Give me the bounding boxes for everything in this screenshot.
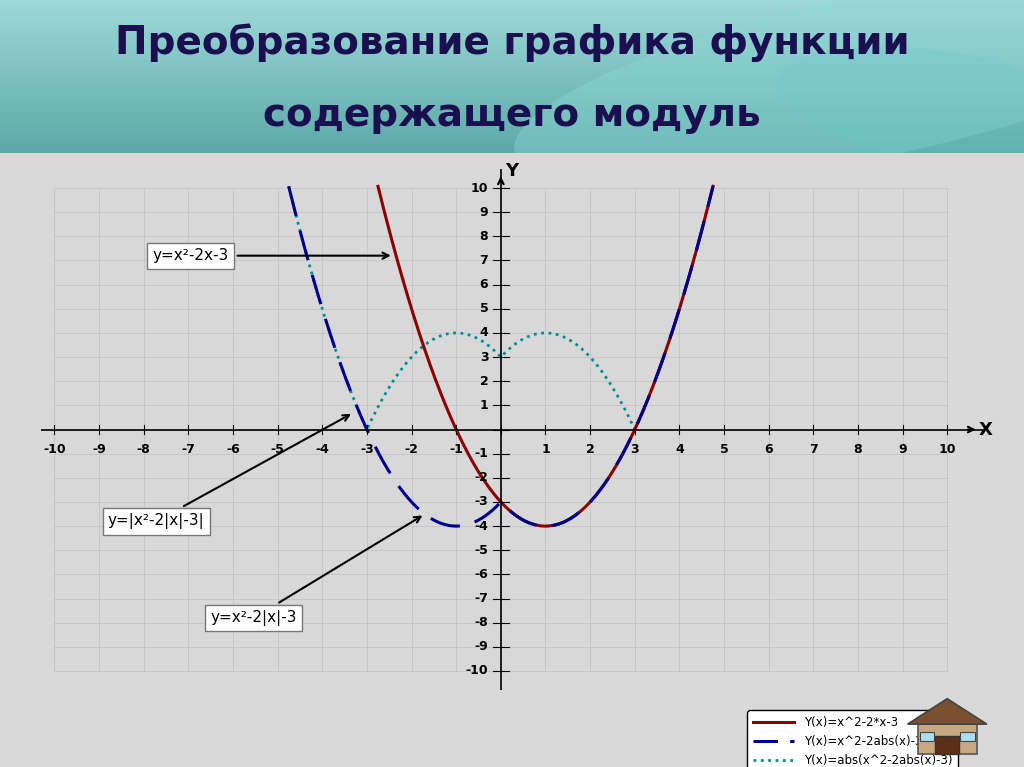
Text: 1: 1 [479, 399, 488, 412]
Text: 8: 8 [854, 443, 862, 456]
Text: y=x²-2|x|-3: y=x²-2|x|-3 [211, 517, 421, 626]
Y(x)=abs(x^2-2abs(x)-3) [360, 425, 373, 434]
Y(x)=abs(x^2-2abs(x)-3) [416, 343, 428, 352]
Y(x)=x^2-2abs(x)-3 [332, 354, 344, 363]
Y(x)=x^2-2abs(x)-3 [707, 182, 719, 191]
Y(x)=x^2-2*x-3 [540, 522, 552, 531]
Y(x)=x^2-2*x-3 [384, 231, 396, 240]
Text: 1: 1 [541, 443, 550, 456]
Text: -1: -1 [450, 443, 463, 456]
Y(x)=x^2-2*x-3 [540, 522, 552, 531]
Text: -10: -10 [466, 664, 488, 677]
Y(x)=x^2-2*x-3 [412, 323, 424, 332]
Text: y=x²-2x-3: y=x²-2x-3 [153, 249, 388, 263]
Text: 6: 6 [764, 443, 773, 456]
Text: -6: -6 [226, 443, 240, 456]
Text: 5: 5 [720, 443, 728, 456]
Text: -9: -9 [92, 443, 105, 456]
Text: -6: -6 [474, 568, 488, 581]
Line: Y(x)=x^2-2*x-3: Y(x)=x^2-2*x-3 [378, 186, 713, 526]
Y(x)=abs(x^2-2abs(x)-3) [342, 380, 354, 389]
Y(x)=abs(x^2-2abs(x)-3) [291, 215, 303, 224]
Y(x)=x^2-2abs(x)-3 [589, 492, 601, 502]
Text: -2: -2 [404, 443, 419, 456]
Text: 2: 2 [586, 443, 595, 456]
Text: 10: 10 [939, 443, 956, 456]
Text: 3: 3 [631, 443, 639, 456]
Y(x)=x^2-2*x-3 [519, 517, 531, 526]
Y(x)=x^2-2abs(x)-3 [416, 507, 428, 516]
Y(x)=x^2-2abs(x)-3 [342, 380, 354, 389]
Text: -2: -2 [474, 471, 488, 484]
Text: -8: -8 [137, 443, 151, 456]
Y(x)=x^2-2abs(x)-3 [451, 522, 463, 531]
Y(x)=abs(x^2-2abs(x)-3) [283, 182, 295, 191]
Text: -4: -4 [474, 519, 488, 532]
Text: 4: 4 [675, 443, 684, 456]
Text: содержащего модуль: содержащего модуль [263, 96, 761, 134]
Text: 7: 7 [479, 254, 488, 267]
Text: -9: -9 [474, 640, 488, 653]
Y(x)=x^2-2*x-3 [535, 522, 547, 531]
Text: 7: 7 [809, 443, 818, 456]
Y(x)=x^2-2*x-3 [707, 182, 719, 191]
Y(x)=x^2-2abs(x)-3 [291, 215, 303, 224]
Text: 9: 9 [898, 443, 907, 456]
Bar [918, 724, 977, 754]
Text: Y: Y [506, 162, 518, 180]
Legend: Y(x)=x^2-2*x-3, Y(x)=x^2-2abs(x)-3, Y(x)=abs(x^2-2abs(x)-3): Y(x)=x^2-2*x-3, Y(x)=x^2-2abs(x)-3, Y(x)… [748, 710, 958, 767]
Y(x)=abs(x^2-2abs(x)-3) [665, 332, 677, 341]
Text: 8: 8 [479, 230, 488, 243]
Y(x)=abs(x^2-2abs(x)-3) [332, 354, 344, 363]
Text: 9: 9 [479, 206, 488, 219]
Y(x)=abs(x^2-2abs(x)-3) [589, 357, 601, 367]
Ellipse shape [514, 0, 1024, 186]
Text: -3: -3 [474, 495, 488, 509]
Text: 4: 4 [479, 327, 488, 340]
Y(x)=x^2-2*x-3 [542, 522, 554, 531]
Text: -10: -10 [43, 443, 66, 456]
Y(x)=x^2-2*x-3 [372, 182, 384, 191]
Text: X: X [978, 420, 992, 439]
Line: Y(x)=x^2-2abs(x)-3: Y(x)=x^2-2abs(x)-3 [289, 186, 713, 526]
Text: 5: 5 [479, 302, 488, 315]
Text: -7: -7 [474, 592, 488, 605]
Y(x)=x^2-2abs(x)-3 [665, 332, 677, 341]
Bar [961, 732, 975, 741]
Text: y=|x²-2|x|-3|: y=|x²-2|x|-3| [108, 415, 349, 529]
Bar [935, 736, 959, 754]
Text: 6: 6 [479, 278, 488, 291]
Text: -5: -5 [474, 544, 488, 557]
Text: 2: 2 [479, 375, 488, 388]
Y(x)=abs(x^2-2abs(x)-3) [707, 182, 719, 191]
Text: Преобразование графика функции: Преобразование графика функции [115, 24, 909, 62]
Text: -3: -3 [360, 443, 374, 456]
Polygon shape [907, 699, 987, 724]
Text: -7: -7 [181, 443, 196, 456]
Text: 10: 10 [471, 182, 488, 195]
Text: -1: -1 [474, 447, 488, 460]
Bar [920, 732, 934, 741]
Text: -8: -8 [474, 616, 488, 629]
Line: Y(x)=abs(x^2-2abs(x)-3): Y(x)=abs(x^2-2abs(x)-3) [289, 186, 713, 430]
Text: -5: -5 [270, 443, 285, 456]
Y(x)=x^2-2abs(x)-3 [283, 182, 295, 191]
Text: -4: -4 [315, 443, 329, 456]
Ellipse shape [775, 47, 1024, 168]
Text: 3: 3 [479, 351, 488, 364]
